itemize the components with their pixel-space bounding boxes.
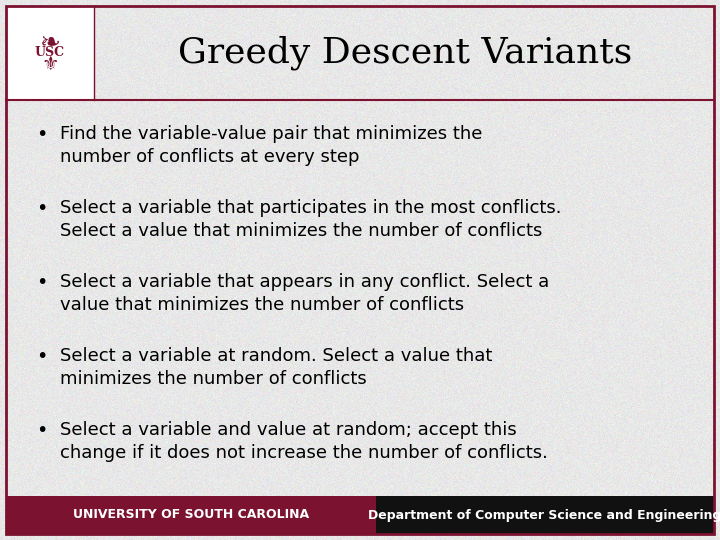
- Bar: [376, 496, 714, 534]
- Text: Find the variable-value pair that minimizes the
number of conflicts at every ste: Find the variable-value pair that minimi…: [60, 125, 482, 166]
- Text: •: •: [36, 273, 48, 292]
- Bar: [6, 6, 94, 100]
- Text: Select a variable at random. Select a value that
minimizes the number of conflic: Select a variable at random. Select a va…: [60, 347, 492, 388]
- Text: •: •: [36, 199, 48, 218]
- Text: •: •: [36, 347, 48, 366]
- Text: ❧: ❧: [40, 31, 60, 55]
- Text: Greedy Descent Variants: Greedy Descent Variants: [178, 36, 632, 70]
- Text: UNIVERSITY OF SOUTH CAROLINA: UNIVERSITY OF SOUTH CAROLINA: [73, 509, 309, 522]
- Text: ⚜: ⚜: [41, 56, 59, 75]
- Text: Select a variable that appears in any conflict. Select a
value that minimizes th: Select a variable that appears in any co…: [60, 273, 549, 314]
- Text: •: •: [36, 421, 48, 440]
- Text: •: •: [36, 125, 48, 144]
- Text: Select a variable that participates in the most conflicts.
Select a value that m: Select a variable that participates in t…: [60, 199, 562, 240]
- Text: Select a variable and value at random; accept this
change if it does not increas: Select a variable and value at random; a…: [60, 421, 548, 462]
- Text: USC: USC: [35, 46, 65, 59]
- Text: Department of Computer Science and Engineering: Department of Computer Science and Engin…: [369, 509, 720, 522]
- Bar: [6, 496, 376, 534]
